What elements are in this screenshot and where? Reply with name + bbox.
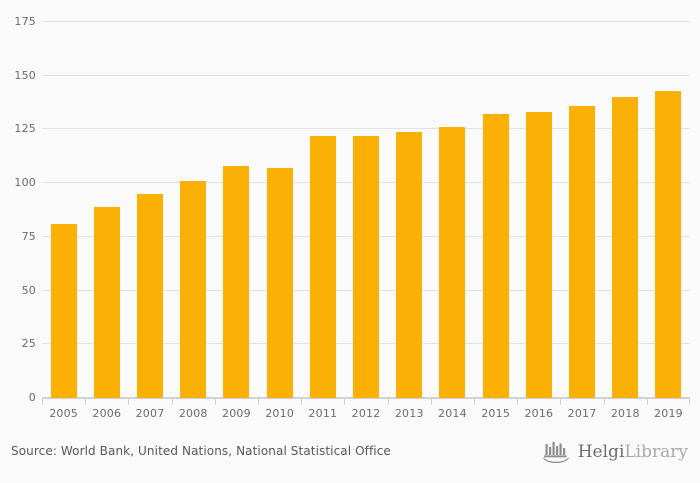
bar[interactable] [525, 112, 552, 398]
x-axis-tick-label: 2016 [517, 398, 560, 420]
bar-cell [560, 22, 603, 398]
x-axis-tick-label: 2011 [301, 398, 344, 420]
x-axis-tick-label: 2014 [430, 398, 474, 420]
x-axis: 2005 2006 2007 2008 2009 2010 2011 2012 2013 2014… [42, 398, 691, 420]
bar-cell [344, 22, 387, 398]
chart-footer: Source: World Bank, United Nations, Nati… [0, 430, 700, 483]
bar[interactable] [137, 193, 163, 398]
x-axis-labels: 2005 2006 2007 2008 2009 2010 2011 2012 2013 2014… [42, 398, 691, 420]
x-axis-tick-label: 2010 [258, 398, 301, 420]
bar-chart-plot: 0 25 50 75 100 125 150 175 2005 2006 2007 2008 2009… [0, 16, 691, 420]
bar[interactable] [50, 223, 77, 398]
bar[interactable] [569, 105, 596, 398]
bar[interactable] [396, 131, 423, 398]
y-axis-tick-label: 125 [14, 122, 36, 136]
bar-cell [172, 22, 215, 398]
bar-cell [258, 22, 301, 398]
x-axis-tick-label: 2006 [85, 398, 128, 420]
bar-cell [215, 22, 258, 398]
bar[interactable] [482, 114, 509, 398]
logo-secondary-text: Library [624, 441, 688, 462]
bar[interactable] [439, 127, 466, 398]
library-bars-icon [542, 442, 570, 463]
bar[interactable] [353, 135, 380, 398]
x-axis-tick-label: 2018 [603, 398, 647, 420]
y-axis-labels: 0 25 50 75 100 125 150 175 [0, 16, 36, 403]
gridline-175 [42, 21, 690, 22]
x-axis-tick-label: 2009 [214, 398, 258, 420]
bar-cell [128, 22, 171, 398]
bar-cell [388, 22, 431, 398]
x-axis-line [42, 398, 690, 399]
bar-cell [301, 22, 344, 398]
bar-cell [474, 22, 517, 398]
y-axis-tick-label: 150 [14, 68, 36, 82]
bar[interactable] [93, 206, 120, 398]
bar-cell [85, 22, 128, 398]
gridline-150 [42, 74, 690, 76]
x-axis-tick-label: 2008 [171, 398, 215, 420]
gridline-125 [42, 128, 690, 130]
logo-wordmark: HelgiLibrary [577, 441, 688, 462]
bar[interactable] [612, 97, 639, 398]
y-axis-tick-label: 75 [21, 229, 36, 243]
x-axis-tick-label: 2005 [42, 398, 85, 420]
helgi-library-logo[interactable]: HelgiLibrary [541, 439, 688, 465]
bar-cell [431, 22, 474, 398]
y-axis-tick-label: 0 [28, 391, 36, 404]
y-axis-tick-label: 175 [14, 15, 36, 28]
bar-cell [647, 22, 690, 398]
bars-layer [42, 22, 690, 398]
logo-primary-text: Helgi [577, 441, 625, 462]
y-axis-tick-label: 25 [21, 337, 36, 351]
bar[interactable] [309, 135, 336, 398]
x-axis-tick-label: 2012 [344, 398, 387, 420]
source-note: Source: World Bank, United Nations, Nati… [11, 444, 391, 458]
bar-cell [42, 22, 85, 398]
bar-cell [517, 22, 560, 398]
bar-cell [604, 22, 647, 398]
x-axis-tick-label: 2007 [128, 398, 171, 420]
bar[interactable] [180, 181, 207, 398]
y-axis-tick-label: 100 [14, 176, 36, 190]
x-axis-tick-label: 2015 [474, 398, 517, 420]
bar[interactable] [223, 165, 250, 398]
y-axis-tick-label: 50 [21, 283, 36, 297]
bar[interactable] [655, 90, 682, 398]
x-axis-tick-label: 2017 [560, 398, 603, 420]
x-axis-tick-label: 2019 [646, 398, 691, 420]
bar[interactable] [266, 168, 293, 398]
x-axis-tick-label: 2013 [387, 398, 431, 420]
